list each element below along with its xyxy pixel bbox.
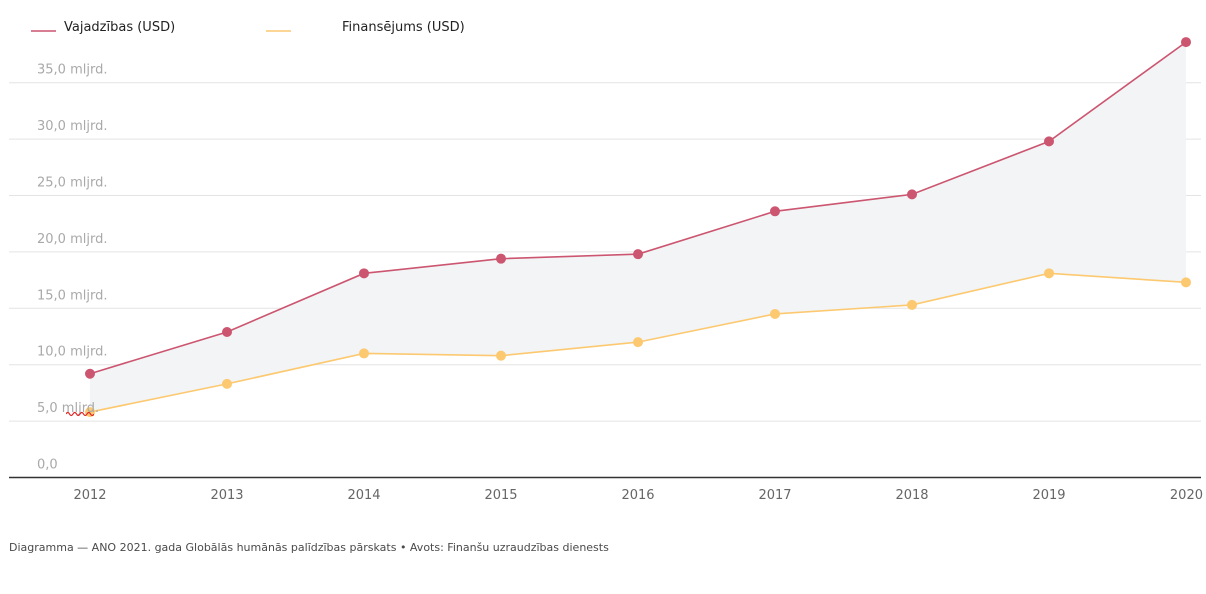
x-tick-label: 2012 [73, 488, 106, 503]
y-tick-label: 10,0 mljrd. [37, 345, 107, 360]
x-tick-label: 2017 [758, 488, 791, 503]
data-point [770, 308, 780, 319]
spellcheck-underline [66, 411, 94, 417]
data-point [222, 378, 232, 389]
data-point [907, 189, 917, 200]
x-tick-label: 2014 [347, 488, 380, 503]
legend-label: Vajadzības (USD) [64, 20, 175, 35]
y-tick-label: 15,0 mljrd. [37, 288, 107, 303]
y-tick-label: 5,0 mljrd. [37, 401, 99, 416]
x-tick-label: 2019 [1032, 488, 1065, 503]
x-tick-label: 2018 [895, 488, 928, 503]
x-tick-label: 2016 [621, 488, 654, 503]
data-point [770, 206, 780, 217]
data-point [85, 368, 95, 379]
x-axis-tick-labels: 2012 2013 2014 2015 2016 2017 2018 2019 2020 [73, 488, 1203, 503]
data-point [496, 350, 506, 361]
data-point [359, 348, 369, 359]
data-point [1181, 277, 1191, 288]
data-point [907, 299, 917, 310]
y-axis-tick-labels: 0,0 5,0 mljrd. 10,0 mljrd. 15,0 mljrd. 20,0 … [37, 63, 107, 473]
y-tick-label: 20,0 mljrd. [37, 232, 107, 247]
y-tick-label: 35,0 mljrd. [37, 63, 107, 78]
series-lines [85, 37, 1191, 418]
x-tick-label: 2013 [210, 488, 243, 503]
data-point [85, 407, 95, 418]
gap-area [90, 42, 1186, 413]
y-tick-label: 25,0 mljrd. [37, 176, 107, 191]
line-chart: 0,0 5,0 mljrd. 10,0 mljrd. 15,0 mljrd. 20,0 … [9, 20, 1203, 503]
data-point [633, 337, 643, 348]
x-tick-label: 2020 [1170, 488, 1203, 503]
data-point [496, 253, 506, 264]
y-tick-label: 0,0 [37, 458, 58, 473]
data-point [1044, 268, 1054, 279]
y-tick-label: 30,0 mljrd. [37, 119, 107, 134]
data-point [633, 249, 643, 260]
x-tick-label: 2015 [484, 488, 517, 503]
gap-area-layer [90, 42, 1186, 413]
chart-caption: Diagramma — ANO 2021. gada Globālās humā… [9, 541, 609, 554]
legend: Vajadzības (USD) Finansējums (USD) [31, 20, 465, 35]
legend-label: Finansējums (USD) [342, 20, 465, 35]
data-point [222, 326, 232, 337]
data-point [1181, 37, 1191, 48]
data-point [359, 268, 369, 279]
data-point [1044, 136, 1054, 147]
